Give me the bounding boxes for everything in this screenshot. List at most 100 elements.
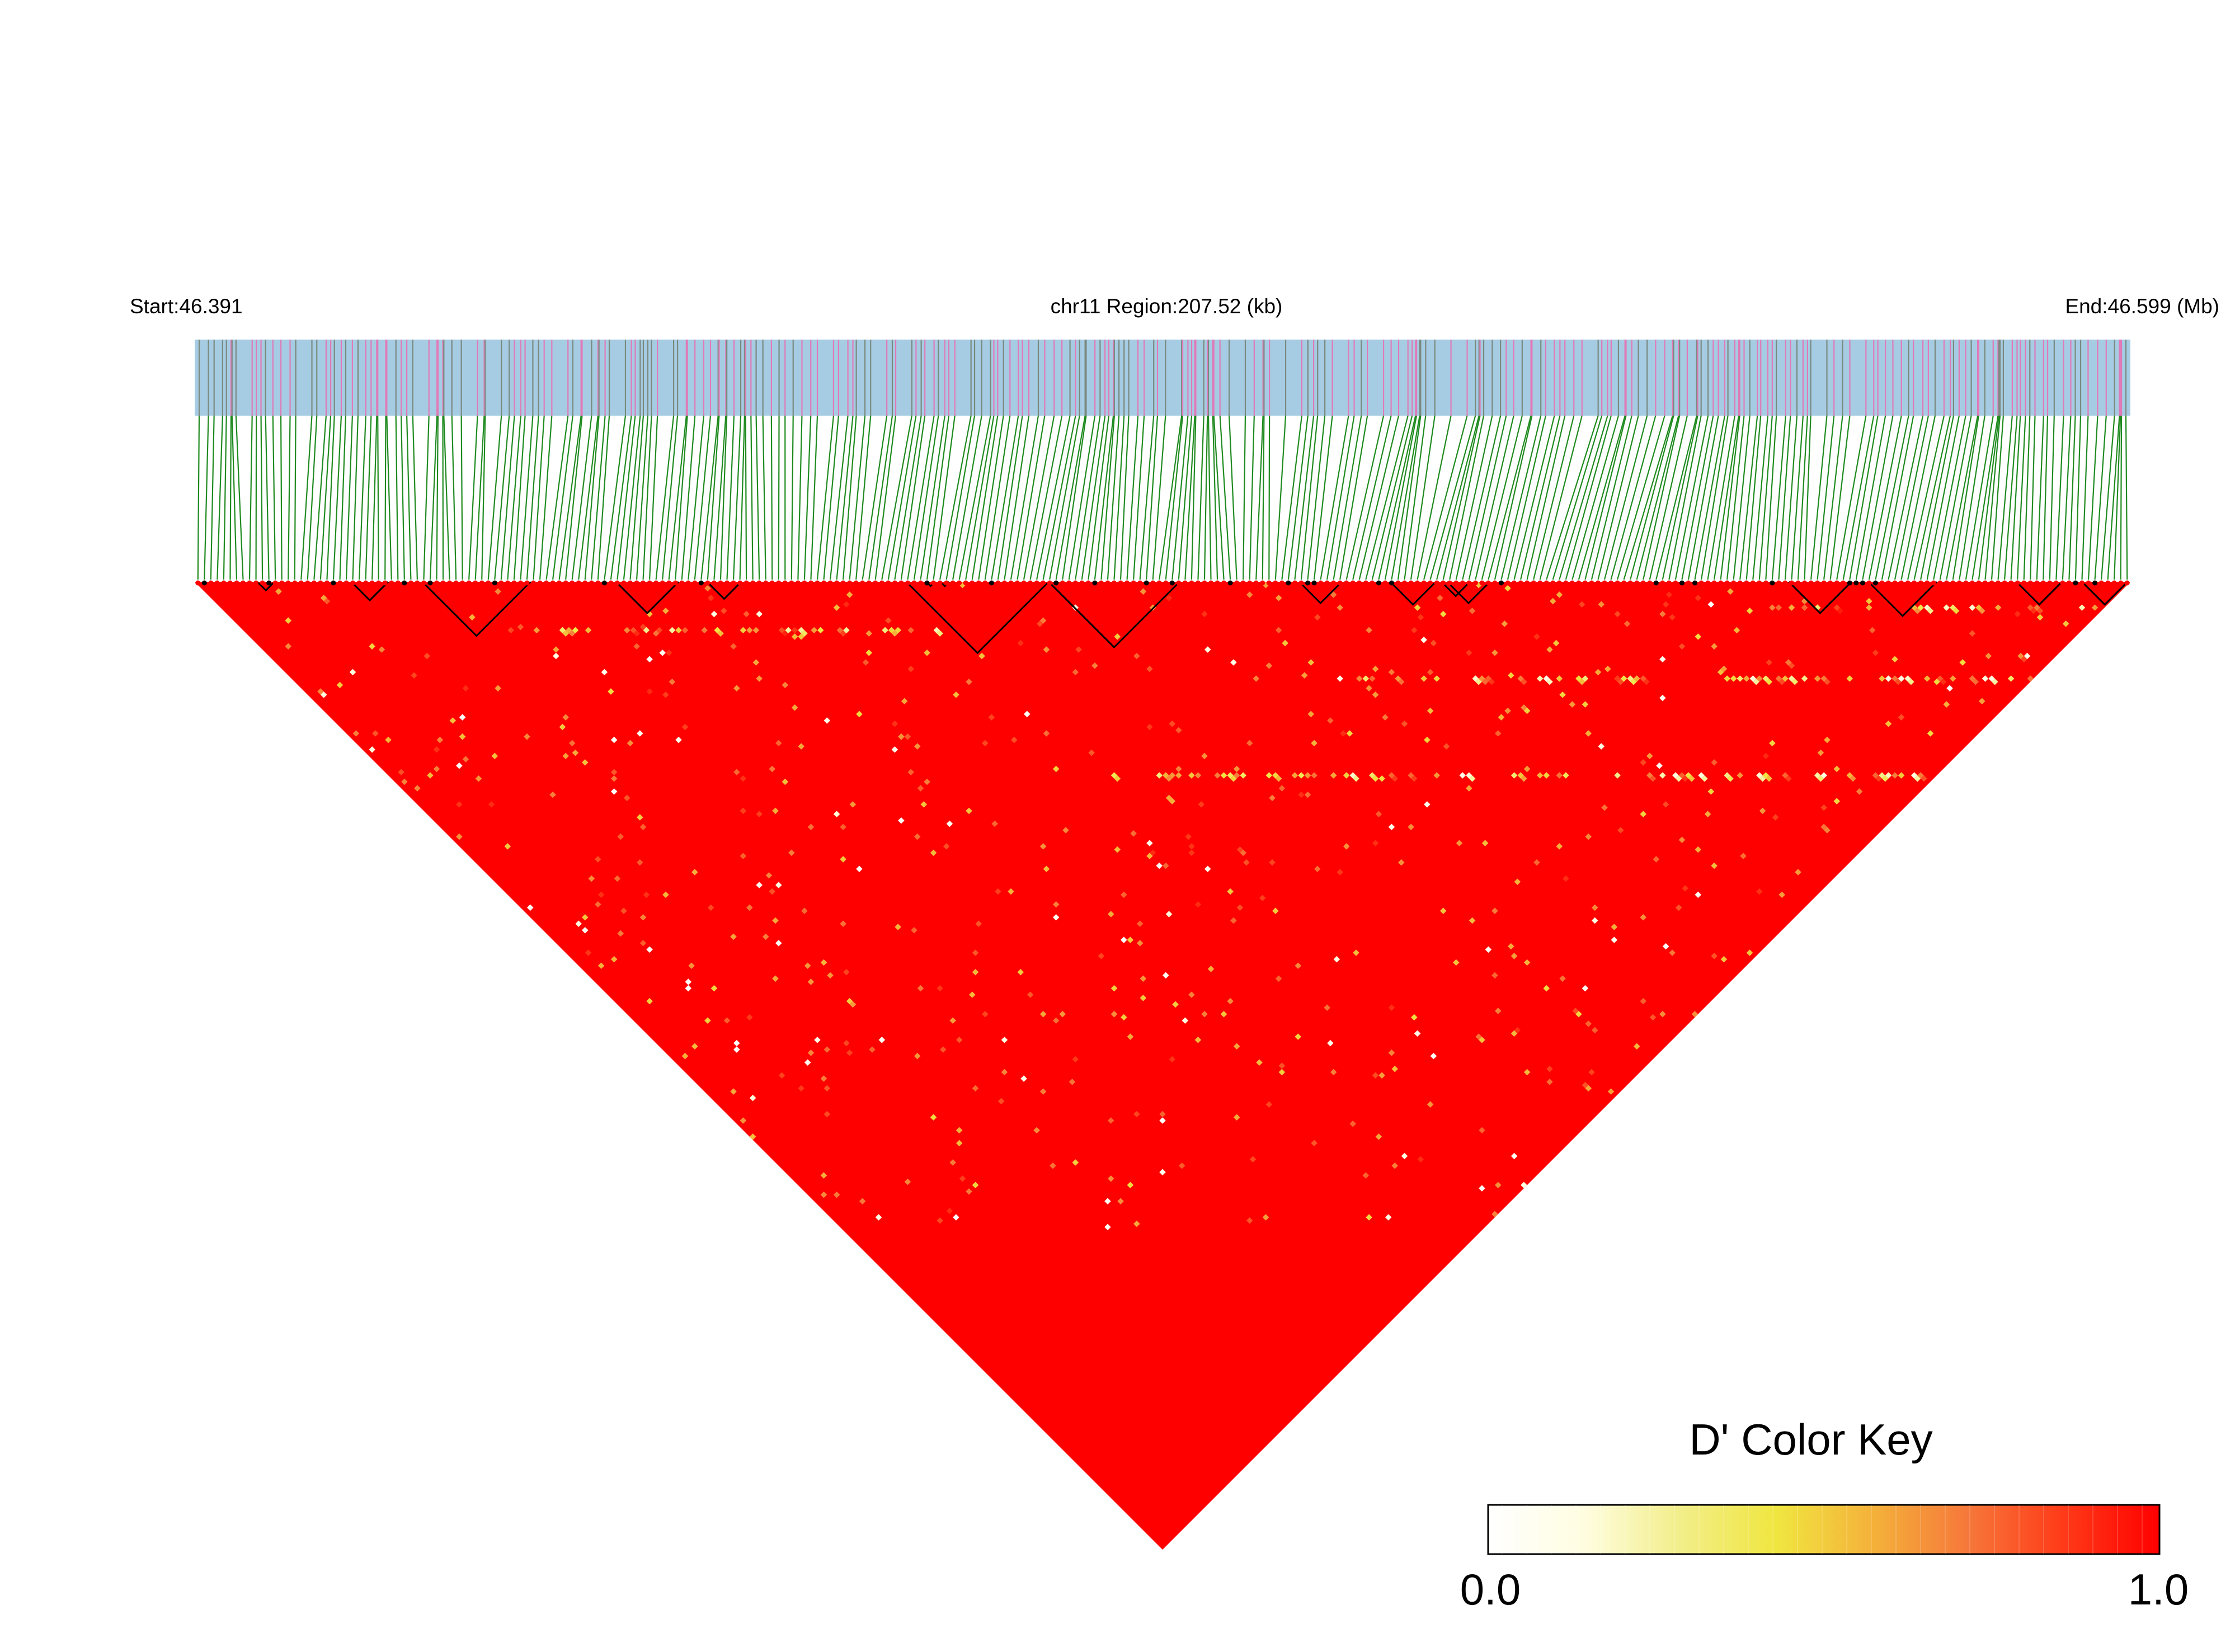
- snp-marker: [234, 580, 239, 586]
- ld-cell: [669, 679, 676, 685]
- snp-marker: [1718, 580, 1724, 586]
- ld-cell: [378, 646, 385, 653]
- snp-marker: [1085, 580, 1091, 586]
- snp-marker: [1815, 580, 1820, 586]
- snp-marker: [1234, 580, 1240, 586]
- snp-marker: [601, 580, 607, 586]
- snp-marker: [389, 580, 394, 586]
- ld-cell: [669, 627, 676, 634]
- ld-cell: [1950, 604, 1956, 611]
- snp-connector: [352, 415, 359, 580]
- snp-marker: [860, 580, 865, 586]
- ld-cell: [1801, 604, 1808, 611]
- snp-connector: [1404, 415, 1427, 580]
- snp-connector: [591, 415, 606, 580]
- ld-cell: [1891, 675, 1898, 682]
- ld-cell: [1433, 772, 1440, 779]
- ld-cell: [582, 914, 589, 921]
- snp-marker: [1550, 580, 1556, 586]
- snp-marker: [1673, 580, 1678, 586]
- ld-cell: [1307, 710, 1315, 718]
- snp-marker: [614, 580, 620, 586]
- ld-cell: [566, 627, 572, 634]
- ld-cell: [1491, 907, 1498, 914]
- ld-block-outline: [1867, 581, 1938, 618]
- ld-cell: [1521, 1182, 1527, 1189]
- snp-marker: [1402, 580, 1407, 586]
- snp-connector: [2087, 415, 2098, 580]
- ld-cell: [1414, 604, 1421, 611]
- snp-connector: [1630, 415, 1674, 580]
- ld-cell: [1133, 652, 1140, 660]
- snp-connector: [578, 415, 599, 580]
- ld-cell: [1749, 675, 1757, 682]
- snp-marker: [950, 580, 956, 586]
- snp-connector: [332, 415, 342, 580]
- ld-cell: [1039, 1010, 1047, 1018]
- ld-cell: [1311, 1140, 1318, 1147]
- ld-cell: [1324, 1004, 1330, 1011]
- ld-cell: [1453, 959, 1460, 966]
- snp-marker: [1357, 580, 1362, 586]
- ld-cell: [1275, 775, 1282, 782]
- ld-cell: [1817, 775, 1824, 782]
- ld-cell: [1911, 772, 1918, 779]
- ld-cell: [804, 962, 811, 969]
- snp-connector: [1720, 415, 1740, 580]
- snp-connector: [248, 415, 253, 580]
- ld-cell: [1375, 811, 1382, 817]
- snp-marker: [795, 580, 801, 586]
- ld-block-outlines: [256, 581, 2128, 655]
- snp-connector: [1320, 415, 1349, 580]
- ld-cell: [940, 1046, 947, 1053]
- ld-cell: [1933, 679, 1940, 685]
- ld-cell: [1937, 675, 1944, 682]
- snp-connector: [1939, 415, 1972, 580]
- ld-cell: [849, 801, 857, 808]
- ld-cell: [2027, 604, 2034, 611]
- ld-cell: [1611, 924, 1618, 930]
- snp-connector: [823, 415, 840, 580]
- snp-marker: [1053, 580, 1059, 586]
- snp-marker: [2098, 580, 2104, 586]
- snp-connector: [1565, 415, 1612, 580]
- ld-cell: [1479, 1185, 1485, 1192]
- snp-connector: [958, 415, 991, 580]
- ld-cell: [1824, 827, 1831, 834]
- ld-cell: [824, 1085, 831, 1092]
- ld-cell: [1904, 675, 1911, 682]
- snp-connector: [231, 415, 238, 580]
- ld-cell: [1156, 772, 1163, 779]
- ld-cell: [807, 978, 815, 985]
- snp-marker: [1763, 580, 1768, 586]
- ld-cell: [846, 997, 853, 1005]
- ld-cell: [843, 627, 850, 634]
- ld-cell: [1420, 675, 1427, 682]
- snp-connector: [1442, 415, 1481, 580]
- ld-cell: [526, 904, 534, 911]
- snp-marker: [395, 580, 401, 586]
- ld-cell: [1366, 685, 1372, 692]
- ld-cell: [1898, 714, 1905, 721]
- ld-cell: [1588, 1069, 1595, 1076]
- ld-cell: [1314, 865, 1321, 872]
- ld-cell: [1982, 675, 1989, 682]
- ld-cell: [662, 608, 669, 614]
- snp-connector: [1326, 415, 1355, 580]
- ld-cell: [595, 901, 601, 908]
- snp-connector: [920, 415, 945, 580]
- ld-cell: [1111, 985, 1118, 992]
- ld-cell: [1385, 1214, 1392, 1221]
- ld-cell: [691, 1043, 698, 1050]
- snp-marker: [2060, 580, 2065, 586]
- ld-cell: [1037, 620, 1043, 627]
- snp-connector: [1262, 415, 1265, 580]
- snp-connector: [1358, 415, 1400, 580]
- ld-cell: [633, 643, 640, 650]
- ld-cell: [1879, 772, 1885, 779]
- ld-cell: [740, 627, 747, 634]
- ld-block-outline: [1389, 581, 1437, 606]
- snp-marker: [1292, 580, 1297, 586]
- ld-cell: [1430, 639, 1437, 647]
- snp-marker: [756, 580, 762, 586]
